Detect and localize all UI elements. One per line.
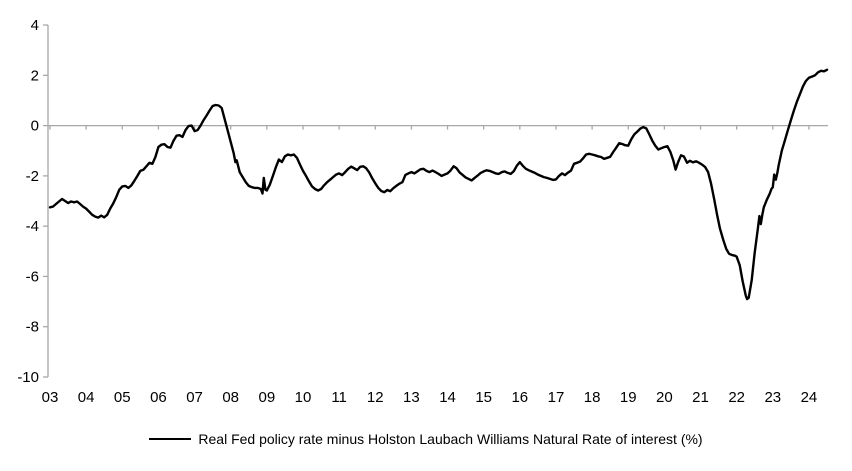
y-axis-tick-label: -2 — [26, 168, 39, 185]
x-axis-tick-label: 17 — [548, 389, 565, 406]
x-axis-tick-label: 20 — [656, 389, 673, 406]
x-axis-tick-label: 13 — [403, 389, 420, 406]
legend-label: Real Fed policy rate minus Holston Lauba… — [198, 431, 703, 447]
x-axis-tick-label: 12 — [367, 389, 384, 406]
y-axis-tick-label: 2 — [31, 67, 39, 84]
x-axis-tick-label: 19 — [620, 389, 637, 406]
y-axis-tick-label: -6 — [26, 268, 39, 285]
x-axis-tick-label: 21 — [692, 389, 709, 406]
x-axis-tick-label: 16 — [511, 389, 528, 406]
x-axis-tick-label: 11 — [331, 389, 347, 406]
y-axis-tick-label: 4 — [31, 17, 39, 34]
x-axis-tick-label: 09 — [258, 389, 275, 406]
x-axis-tick-label: 23 — [764, 389, 781, 406]
x-axis-tick-label: 07 — [186, 389, 203, 406]
x-axis-tick-label: 03 — [42, 389, 59, 406]
y-axis-tick-label: 0 — [31, 118, 39, 135]
x-axis-tick-label: 22 — [728, 389, 745, 406]
x-axis-tick-label: 04 — [78, 389, 95, 406]
x-axis-tick-label: 18 — [584, 389, 601, 406]
y-axis-tick-label: -8 — [26, 319, 39, 336]
y-axis-tick-label: -4 — [26, 218, 39, 235]
x-axis-tick-label: 08 — [222, 389, 239, 406]
data-series-line — [48, 68, 829, 301]
line-chart-plot-area: 03 04 05 06 07 08 09 10 11 12 13 14 15 16 17 18 19 20 21 22… — [17, 17, 829, 406]
x-axis-tick-label: 06 — [150, 389, 167, 406]
x-axis-tick-label: 14 — [439, 389, 456, 406]
x-axis-tick-label: 10 — [295, 389, 312, 406]
x-axis-tick-label: 24 — [801, 389, 818, 406]
legend-line-sample — [149, 438, 192, 440]
y-axis-tick-label: -10 — [17, 369, 39, 386]
x-axis-tick-label: 15 — [475, 389, 492, 406]
x-axis-tick-label: 05 — [114, 389, 131, 406]
chart-legend: Real Fed policy rate minus Holston Lauba… — [0, 431, 852, 447]
